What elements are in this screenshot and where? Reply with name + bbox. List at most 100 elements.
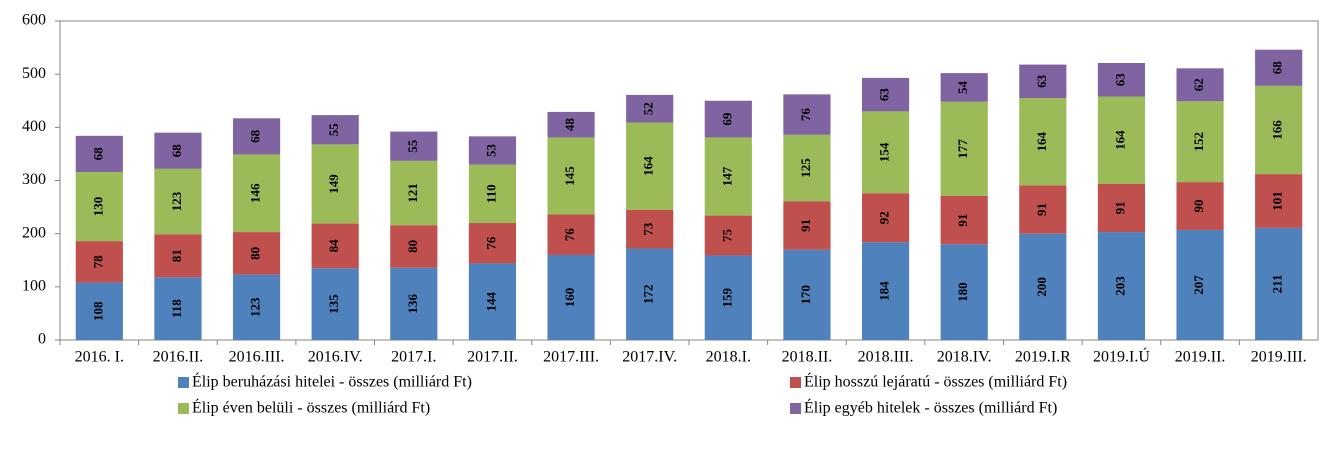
data-label: 101 [1270,191,1285,211]
bar-segment [154,234,202,278]
data-label: 91 [955,214,970,227]
data-label: 84 [326,239,341,253]
x-tick-label: 2016. I. [75,349,124,366]
data-label: 211 [1270,275,1285,294]
bar-segment [547,137,595,215]
data-label: 159 [719,287,734,307]
bar-segment [1019,98,1067,186]
bar-segment [704,215,752,256]
data-label: 121 [405,183,420,203]
data-label: 68 [90,147,105,161]
bar-segment [547,111,595,138]
bar-segment [940,244,988,340]
bar-segment [783,94,831,135]
bar-segment [1255,227,1303,340]
data-label: 123 [248,297,263,317]
y-tick-label: 600 [22,12,46,29]
y-tick-label: 400 [22,118,46,135]
data-label: 184 [877,281,892,301]
data-label: 52 [641,102,656,115]
data-label: 68 [169,144,184,158]
data-label: 170 [798,285,813,305]
data-label: 180 [955,282,970,302]
data-label: 160 [562,288,577,308]
y-tick-label: 100 [22,278,46,295]
bar-segment [154,168,202,235]
data-label: 53 [483,143,498,157]
y-tick-label: 300 [22,171,46,188]
data-label: 91 [1034,203,1049,216]
bar-segment [1176,229,1224,340]
data-label: 164 [641,156,656,176]
data-label: 91 [798,219,813,232]
x-tick-label: 2017.IV. [622,349,677,366]
bar-segment [547,214,595,255]
bar-segment [232,232,281,275]
bar-segment [626,122,674,210]
x-tick-label: 2017.II. [467,349,518,366]
data-label: 172 [641,285,656,305]
bar-segment [154,132,202,169]
bar-segment [390,267,438,340]
bar-segment [547,254,595,340]
bar-segment [232,274,281,340]
x-tick-label: 2016.III. [229,349,285,366]
data-label: 63 [1112,73,1127,87]
data-label: 146 [248,183,263,203]
data-label: 164 [1034,131,1049,151]
bar-segment [940,73,988,102]
data-label: 147 [719,166,734,186]
data-label: 68 [248,129,263,143]
data-label: 76 [798,108,813,122]
x-tick-label: 2017.III. [543,349,599,366]
bar-segment [311,223,359,269]
data-label: 200 [1034,277,1049,297]
y-tick-label: 0 [38,331,46,348]
data-label: 75 [719,229,734,243]
bar-segment [1255,174,1303,228]
data-label: 135 [326,294,341,314]
bar-segment [1176,182,1224,230]
bar-segment [783,249,831,340]
data-label: 152 [1191,132,1206,152]
data-label: 54 [955,80,970,94]
legend-label: Élip éven belüli - összes (milliárd Ft) [192,398,430,417]
bar-segment [232,118,281,155]
data-label: 76 [562,228,577,242]
data-label: 91 [1112,201,1127,214]
x-tick-label: 2017.I. [391,349,436,366]
bar-segment [390,225,438,268]
bar-segment [626,248,674,340]
bar-segment [626,94,674,123]
bar-segment [1097,96,1146,184]
data-label: 80 [405,240,420,253]
data-label: 154 [877,142,892,162]
data-label: 92 [877,211,892,224]
bar-segment [1019,233,1067,340]
bar-segment [861,193,910,243]
data-label: 63 [877,88,892,102]
bar-segment [704,137,752,216]
bar-segment [468,223,517,264]
legend-swatch [178,403,189,414]
bar-segment [1097,63,1146,97]
bar-segment [75,241,123,283]
data-label: 55 [405,139,420,153]
bar-segment [861,77,910,112]
bar-segment [311,144,359,224]
bar-segment [75,282,123,340]
x-tick-label: 2019.I.Ú [1093,347,1150,366]
data-label: 48 [562,118,577,132]
bar-segment [783,134,831,202]
data-label: 110 [483,184,498,203]
x-tick-label: 2018.IV. [937,349,992,366]
data-label: 177 [955,139,970,159]
bar-segment [940,195,988,245]
bar-segment [75,135,123,172]
bar-segment [1255,49,1303,86]
bar-segment [1019,185,1067,234]
data-label: 123 [169,191,184,211]
bar-segment [626,209,674,249]
data-label: 108 [90,301,105,321]
